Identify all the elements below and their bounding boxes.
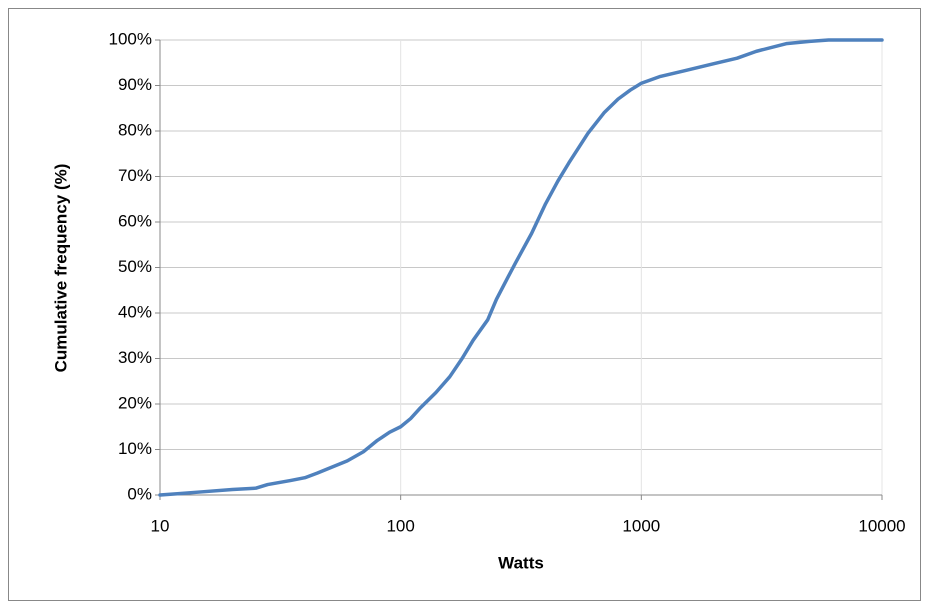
x-axis-title: Watts — [498, 553, 544, 572]
y-tick-label: 70% — [118, 166, 152, 185]
y-axis-title: Cumulative frequency (%) — [51, 164, 70, 373]
y-tick-label: 100% — [109, 29, 152, 48]
y-tick-label: 0% — [127, 484, 152, 503]
x-tick-label: 10 — [151, 516, 170, 535]
y-tick-label: 60% — [118, 211, 152, 230]
x-tick-label: 10000 — [858, 516, 905, 535]
y-tick-label: 80% — [118, 120, 152, 139]
x-tick-label: 100 — [386, 516, 414, 535]
y-tick-label: 20% — [118, 393, 152, 412]
y-tick-label: 90% — [118, 75, 152, 94]
y-tick-label: 50% — [118, 257, 152, 276]
y-tick-label: 30% — [118, 348, 152, 367]
data-line — [158, 38, 884, 497]
y-tick-label: 40% — [118, 302, 152, 321]
x-tick-label: 1000 — [622, 516, 660, 535]
y-tick-label: 10% — [118, 439, 152, 458]
